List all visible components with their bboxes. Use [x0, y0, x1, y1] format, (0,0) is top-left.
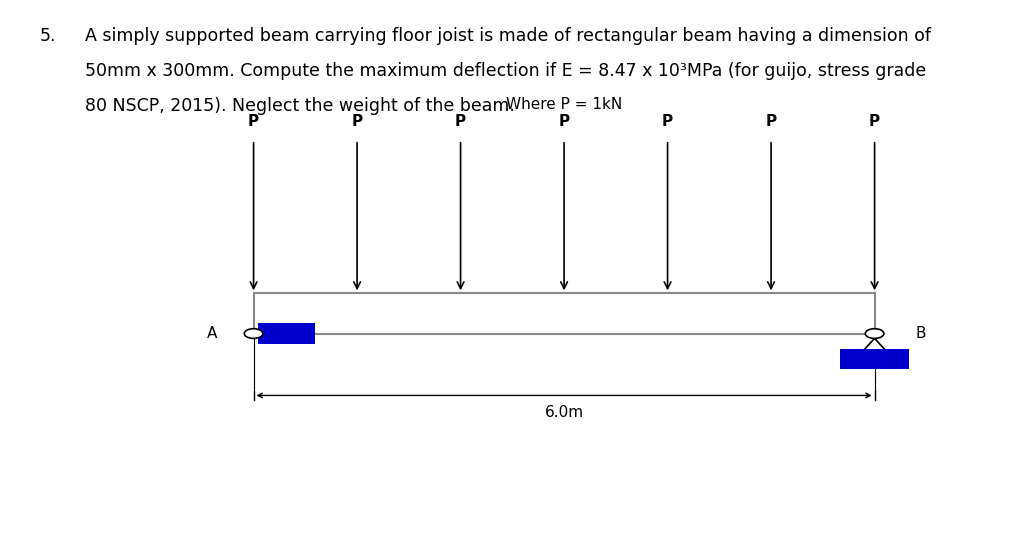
Text: P: P [662, 114, 673, 129]
Text: 5.: 5. [39, 27, 56, 45]
Text: P: P [248, 114, 259, 129]
Circle shape [244, 329, 263, 338]
Bar [259, 323, 315, 344]
Text: A simply supported beam carrying floor joist is made of rectangular beam having : A simply supported beam carrying floor j… [85, 27, 930, 45]
Text: P: P [352, 114, 362, 129]
Text: P: P [455, 114, 466, 129]
Text: P: P [559, 114, 569, 129]
Polygon shape [849, 338, 900, 366]
Text: Where P = 1kN: Where P = 1kN [506, 97, 622, 112]
Text: 50mm x 300mm. Compute the maximum deflection if E = 8.47 x 10³MPa (for guijo, st: 50mm x 300mm. Compute the maximum deflec… [85, 62, 926, 80]
Text: P: P [766, 114, 776, 129]
Text: 80 NSCP, 2015). Neglect the weight of the beam.: 80 NSCP, 2015). Neglect the weight of th… [85, 97, 514, 115]
Text: A: A [207, 326, 217, 341]
Bar [254, 293, 875, 334]
Text: 6.0m: 6.0m [544, 405, 584, 420]
Circle shape [865, 329, 884, 338]
Text: B: B [916, 326, 926, 341]
Text: P: P [869, 114, 880, 129]
Bar [840, 349, 909, 369]
